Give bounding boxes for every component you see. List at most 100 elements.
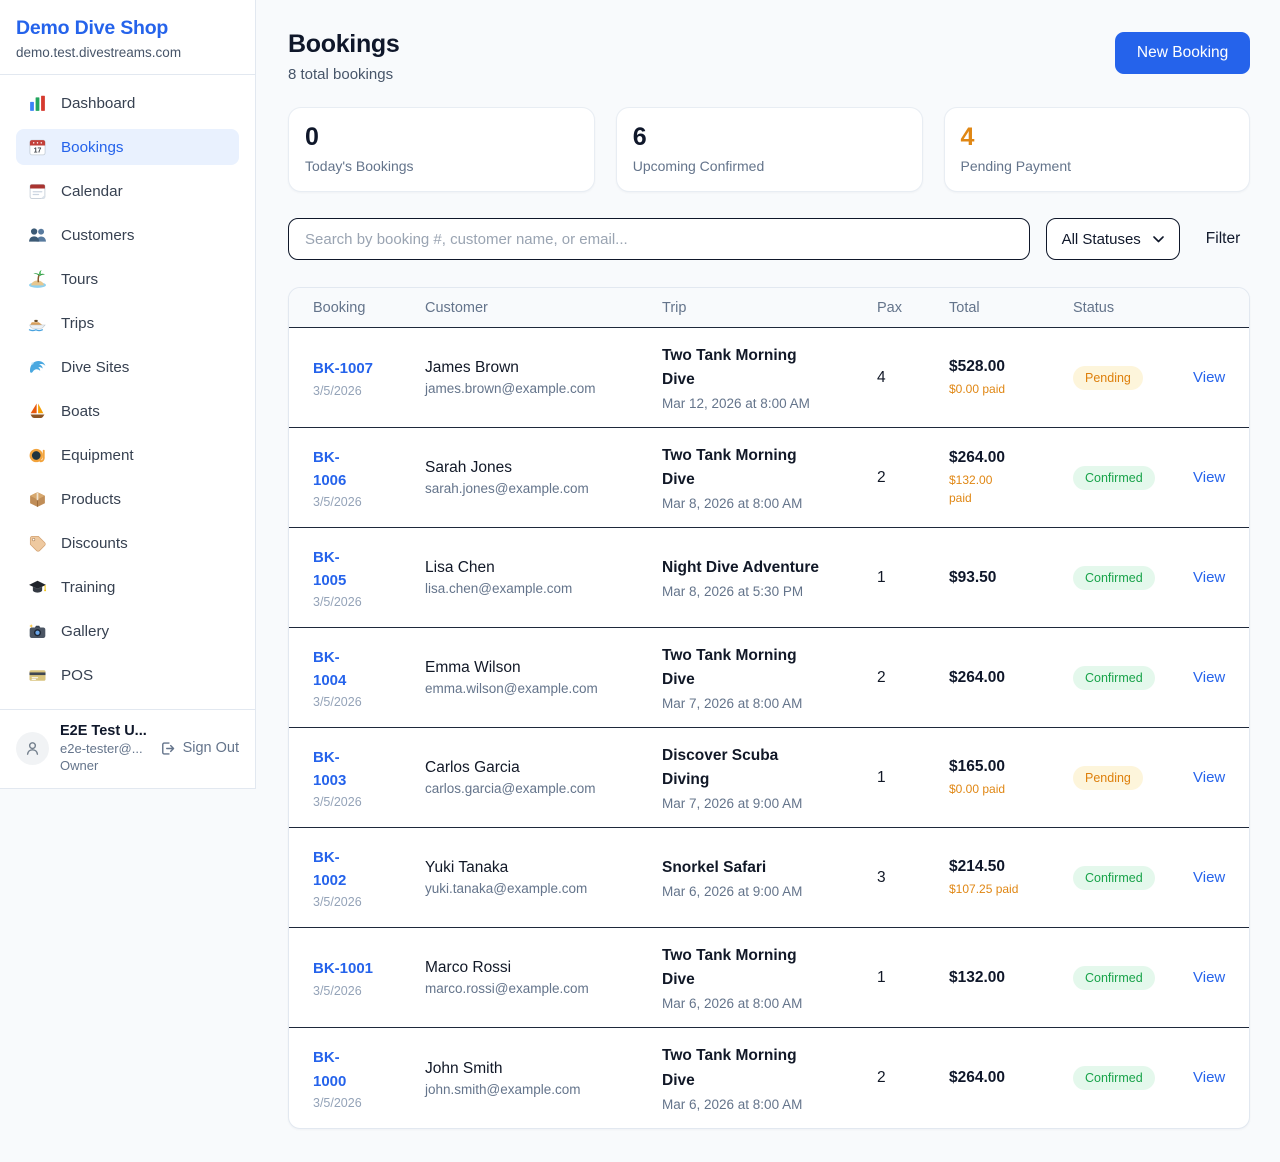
sidebar-item-training[interactable]: Training [16,569,239,605]
customer-email: sarah.jones@example.com [425,481,589,496]
paid-amount: $132.00 paid [949,472,993,505]
status-select[interactable]: All Statuses [1045,218,1180,260]
page-title: Bookings [288,30,400,58]
trip-time: Mar 8, 2026 at 8:00 AM [662,496,803,512]
sidebar: Demo Dive Shop demo.test.divestreams.com… [0,0,256,789]
total-amount: $165.00 [949,757,1006,775]
sidebar-item-label: Gallery [61,622,110,640]
sidebar-item-dive-sites[interactable]: Dive Sites [16,349,239,385]
pax-count: 2 [877,1069,886,1086]
view-link[interactable]: View [1193,1069,1226,1086]
table-row: BK- 1004 3/5/2026 Emma Wilson emma.wilson… [289,628,1250,728]
status-badge: Confirmed [1073,465,1155,490]
sidebar-item-label: Products [61,490,121,508]
speedboat-icon [28,314,47,333]
sign-out-button[interactable]: Sign Out [159,740,239,757]
package-icon [28,490,47,509]
table-row: BK- 1003 3/5/2026 Carlos Garcia carlos.ga… [289,728,1250,828]
sailboat-icon [28,402,47,421]
sidebar-item-equipment[interactable]: Equipment [16,437,239,473]
booking-cell: BK- 1002 3/5/2026 [313,846,425,910]
booking-id-link[interactable]: BK- 1000 [313,1049,347,1090]
brand-block: Demo Dive Shop demo.test.divestreams.com [0,0,255,75]
status-cell: Confirmed [1073,865,1193,890]
booking-date: 3/5/2026 [313,495,362,510]
sidebar-item-pos[interactable]: POS [16,657,239,693]
dive-mask-icon [28,446,47,465]
status-cell: Pending [1073,765,1193,790]
customer-cell: Lisa Chen lisa.chen@example.com [425,559,662,596]
pax-count: 1 [877,768,886,786]
view-link[interactable]: View [1193,968,1226,986]
paid-amount: $0.00 paid [949,781,1006,796]
view-link[interactable]: View [1193,468,1226,486]
trip-name: Night Dive Adventure [662,558,820,576]
booking-id-link[interactable]: BK- 1005 [313,548,347,589]
sidebar-item-customers[interactable]: Customers [16,217,239,253]
sidebar-item-trips[interactable]: Trips [16,305,239,341]
booking-id-link[interactable]: BK-1001 [313,960,374,978]
sidebar-item-label: Boats [61,402,100,420]
sidebar-item-discounts[interactable]: Discounts [16,525,239,561]
page-header-text: Bookings 8 total bookings [288,30,400,83]
pax-count: 4 [877,368,886,386]
booking-id-link[interactable]: BK- 1004 [313,648,347,689]
brand-name: Demo Dive Shop [16,17,169,39]
status-badge: Confirmed [1073,665,1155,690]
booking-cell: BK- 1005 3/5/2026 [313,546,425,610]
view-link[interactable]: View [1193,668,1226,686]
table-row: BK-1007 3/5/2026 James Brown james.brown… [289,328,1250,428]
view-cell: View [1193,1069,1225,1087]
avatar [16,731,49,765]
sidebar-item-label: Training [61,578,116,596]
view-link[interactable]: View [1193,868,1226,886]
booking-id-link[interactable]: BK- 1003 [313,748,347,789]
new-booking-button[interactable]: New Booking [1114,32,1251,74]
sidebar-item-products[interactable]: Products [16,481,239,517]
bookings-table: Booking Customer Trip Pax Total Status BK-100… [288,287,1251,1129]
booking-date: 3/5/2026 [313,895,362,910]
stat-card: 6 Upcoming Confirmed [615,107,923,192]
sidebar-item-dashboard[interactable]: Dashboard [16,85,239,121]
total-cell: $264.00 $132.00 paid [949,449,1073,507]
view-cell: View [1193,769,1225,787]
total-cell: $264.00 [949,669,1073,687]
user-email: e2e-tester@... [60,741,143,756]
total-amount: $528.00 [949,357,1006,375]
trip-time: Mar 8, 2026 at 5:30 PM [662,584,804,599]
sidebar-item-label: Calendar [61,182,123,200]
sidebar-item-calendar[interactable]: Calendar [16,173,239,209]
booking-cell: BK-1001 3/5/2026 [313,957,425,997]
booking-id-link[interactable]: BK- 1006 [313,448,347,489]
trip-name: Two Tank Morning Dive [662,346,797,388]
sidebar-item-tours[interactable]: Tours [16,261,239,297]
view-link[interactable]: View [1193,568,1226,586]
chevron-down-icon [1152,235,1164,242]
trip-time: Mar 7, 2026 at 8:00 AM [662,696,803,712]
sidebar-item-boats[interactable]: Boats [16,393,239,429]
sidebar-item-label: POS [61,666,94,684]
trip-time: Mar 6, 2026 at 9:00 AM [662,884,803,899]
search-input[interactable] [288,218,1030,260]
trip-cell: Night Dive Adventure Mar 8, 2026 at 5:30… [662,556,877,599]
total-amount: $132.00 [949,968,1006,986]
status-select-value: All Statuses [1061,230,1141,248]
stat-value: 0 [305,123,319,151]
booking-id-link[interactable]: BK-1007 [313,360,374,378]
status-cell: Confirmed [1073,965,1193,990]
sidebar-item-gallery[interactable]: Gallery [16,613,239,649]
total-amount: $93.50 [949,568,997,586]
customer-name: Yuki Tanaka [425,859,509,876]
stat-card: 0 Today's Bookings [288,107,595,192]
sidebar-item-bookings[interactable]: Bookings [16,129,239,165]
booking-id-link[interactable]: BK- 1002 [313,848,347,889]
total-amount: $214.50 [949,857,1006,875]
view-link[interactable]: View [1193,768,1226,786]
filter-button[interactable]: Filter [1196,230,1250,248]
total-amount: $264.00 [949,668,1006,686]
customer-cell: James Brown james.brown@example.com [425,359,662,396]
booking-cell: BK- 1000 3/5/2026 [313,1046,425,1110]
view-link[interactable]: View [1193,368,1226,386]
paid-amount: $107.25 paid [949,881,1019,896]
customer-email: john.smith@example.com [425,1081,581,1097]
